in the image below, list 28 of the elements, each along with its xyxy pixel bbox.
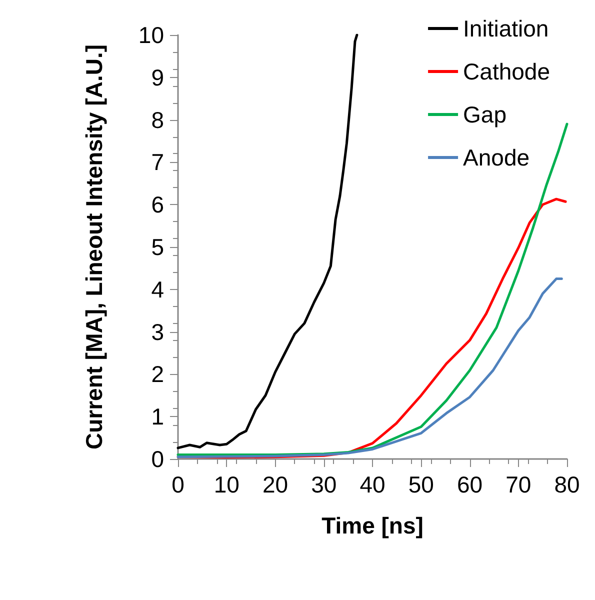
y-tick-label: 4 bbox=[151, 276, 164, 302]
y-tick-label: 9 bbox=[151, 64, 164, 90]
legend-label: Cathode bbox=[463, 58, 550, 84]
x-tick-label: 70 bbox=[506, 472, 532, 498]
x-tick-label: 60 bbox=[456, 472, 483, 498]
y-tick-label: 2 bbox=[151, 361, 164, 388]
y-axis-title: Current [MA], Lineout Intensity [A.U.] bbox=[81, 44, 107, 450]
x-axis-title: Time [ns] bbox=[322, 512, 424, 538]
x-tick-label: 10 bbox=[214, 472, 240, 498]
y-tick-label: 0 bbox=[151, 446, 164, 472]
x-tick-label: 30 bbox=[311, 472, 337, 498]
legend-label: Anode bbox=[463, 144, 530, 170]
line-series bbox=[176, 278, 563, 458]
y-tick-label: 3 bbox=[151, 318, 164, 345]
y-tick-label: 5 bbox=[151, 234, 164, 260]
line-series bbox=[176, 34, 358, 450]
x-tick-label: 80 bbox=[554, 472, 580, 498]
y-tick-label: 8 bbox=[151, 106, 164, 133]
y-tick-label: 7 bbox=[151, 149, 164, 176]
y-tick-label: 10 bbox=[138, 22, 164, 48]
legend-label: Gap bbox=[463, 102, 507, 128]
x-tick-label: 50 bbox=[408, 472, 434, 498]
x-tick-label: 0 bbox=[172, 472, 184, 498]
y-tick-label: 6 bbox=[151, 192, 164, 218]
legend-label: Initiation bbox=[463, 16, 549, 42]
x-tick-label: 20 bbox=[262, 472, 288, 498]
y-tick-label: 1 bbox=[151, 404, 164, 430]
x-tick-label: 40 bbox=[360, 472, 386, 498]
